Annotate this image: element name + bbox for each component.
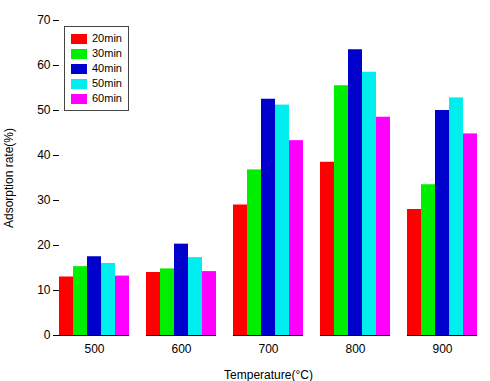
html-text:40min: 40min	[92, 62, 122, 74]
html-text:30min: 30min	[92, 47, 122, 59]
svg-text:50: 50	[37, 103, 51, 117]
svg-text:40: 40	[37, 148, 51, 162]
svg-text:700: 700	[258, 342, 278, 356]
html-text:20min: 20min	[92, 32, 122, 44]
svg-text:10: 10	[37, 283, 51, 297]
svg-text:900: 900	[432, 342, 452, 356]
svg-text:0: 0	[44, 328, 51, 342]
html-text:60min: 60min	[92, 92, 122, 104]
svg-text:600: 600	[171, 342, 191, 356]
svg-text:20: 20	[37, 238, 51, 252]
svg-text:70: 70	[37, 13, 51, 27]
svg-text:800: 800	[345, 342, 365, 356]
svg-text:60: 60	[37, 58, 51, 72]
svg-text:Adsorption rate(%): Adsorption rate(%)	[2, 128, 16, 228]
svg-text:30: 30	[37, 193, 51, 207]
html-text:50min: 50min	[92, 77, 122, 89]
svg-text:500: 500	[84, 342, 104, 356]
svg-text:Temperature(°C): Temperature(°C)	[224, 368, 313, 381]
